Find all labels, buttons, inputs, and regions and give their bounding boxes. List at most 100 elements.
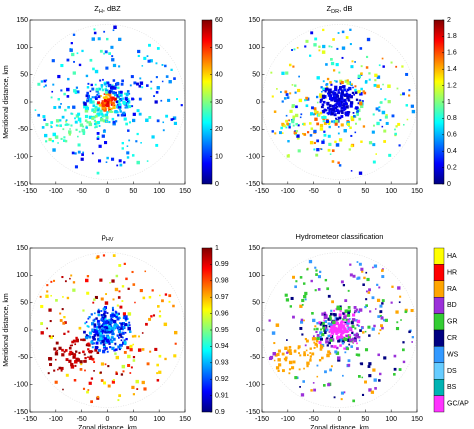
radar-echo: [113, 86, 117, 90]
radar-echo: [319, 343, 322, 346]
radar-echo: [52, 335, 54, 337]
radar-echo: [315, 340, 319, 343]
radar-echo: [338, 138, 343, 142]
radar-echo: [93, 370, 95, 372]
x-axis-label: Zonal distance, km: [78, 425, 137, 429]
radar-echo: [127, 287, 130, 290]
radar-echo: [58, 346, 62, 350]
radar-echo: [143, 387, 147, 391]
radar-echo: [98, 348, 101, 352]
y-tick-label: 50: [20, 300, 28, 307]
radar-echo: [391, 285, 394, 288]
radar-echo: [326, 106, 330, 109]
radar-echo: [150, 87, 153, 90]
radar-echo: [60, 369, 63, 372]
radar-echo: [94, 114, 98, 118]
radar-echo: [65, 120, 68, 123]
radar-echo: [89, 90, 92, 93]
radar-echo: [84, 369, 86, 372]
radar-echo: [77, 112, 81, 116]
radar-echo: [173, 77, 176, 80]
radar-echo: [285, 114, 288, 117]
radar-echo: [364, 330, 367, 333]
radar-echo: [397, 286, 401, 290]
radar-echo: [110, 104, 113, 106]
radar-echo: [52, 148, 56, 152]
radar-echo: [289, 109, 293, 113]
radar-echo: [125, 319, 127, 322]
radar-echo: [379, 101, 382, 104]
radar-echo: [376, 298, 381, 302]
radar-echo: [351, 325, 355, 329]
radar-echo: [348, 148, 351, 151]
radar-echo: [299, 304, 303, 308]
radar-echo: [101, 339, 105, 344]
radar-echo: [113, 348, 116, 352]
radar-echo: [78, 130, 81, 133]
radar-echo: [324, 329, 327, 333]
radar-echo: [311, 352, 315, 356]
radar-echo: [378, 109, 381, 112]
radar-echo: [45, 123, 49, 127]
radar-echo: [358, 171, 363, 175]
radar-echo: [126, 145, 129, 147]
radar-echo: [295, 280, 298, 283]
radar-echo: [118, 93, 121, 97]
radar-echo: [103, 344, 106, 348]
radar-echo: [337, 101, 340, 105]
radar-echo: [97, 37, 101, 41]
radar-echo: [406, 118, 409, 121]
radar-echo: [324, 370, 327, 374]
radar-echo: [408, 94, 411, 97]
radar-echo: [174, 342, 177, 345]
radar-echo: [334, 96, 338, 99]
radar-echo: [46, 284, 49, 287]
radar-echo: [100, 297, 104, 301]
radar-echo: [91, 116, 95, 120]
radar-echo: [148, 317, 152, 321]
radar-echo: [381, 268, 384, 271]
radar-echo: [328, 142, 332, 146]
radar-echo: [121, 364, 126, 369]
radar-echo: [364, 348, 369, 352]
radar-echo: [118, 96, 120, 99]
radar-echo: [118, 290, 121, 293]
radar-echo: [78, 63, 82, 67]
radar-echo: [164, 64, 167, 68]
panel: ρHV-150 -100 -50 0 50 100 150-150-100-50050100…: [3, 232, 229, 429]
radar-echo: [136, 109, 140, 113]
radar-echo: [320, 148, 323, 151]
radar-echo: [105, 120, 108, 123]
legend-label: BS: [447, 384, 457, 391]
x-tick-label: 0: [338, 416, 342, 423]
legend-swatch: [433, 395, 445, 413]
radar-echo: [71, 151, 75, 155]
radar-echo: [93, 342, 96, 345]
radar-echo: [128, 139, 131, 142]
radar-echo: [111, 346, 115, 351]
radar-echo: [288, 154, 290, 156]
radar-echo: [54, 352, 59, 356]
radar-echo: [108, 93, 112, 97]
colorbar-tick-label: 30: [215, 99, 223, 106]
radar-echo: [95, 121, 99, 125]
radar-echo: [378, 286, 381, 289]
radar-echo: [77, 117, 82, 122]
radar-echo: [110, 157, 115, 161]
radar-echo: [372, 368, 376, 372]
legend-label: WS: [447, 351, 459, 358]
radar-echo: [96, 120, 101, 125]
radar-echo: [116, 81, 120, 85]
radar-echo: [288, 372, 291, 375]
radar-echo: [357, 324, 360, 327]
radar-echo: [124, 323, 128, 326]
radar-echo: [61, 353, 65, 357]
radar-echo: [320, 86, 323, 89]
radar-echo: [347, 306, 351, 309]
x-tick-label: -50: [309, 416, 319, 423]
radar-echo: [79, 120, 82, 123]
radar-echo: [92, 301, 95, 304]
radar-echo: [321, 116, 324, 119]
radar-echo: [148, 43, 151, 47]
radar-echo: [395, 310, 399, 314]
